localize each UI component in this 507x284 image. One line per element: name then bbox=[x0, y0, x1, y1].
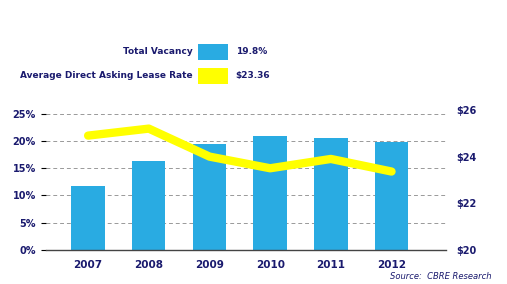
Text: $23.36: $23.36 bbox=[236, 72, 270, 80]
Bar bbox=[71, 186, 105, 250]
Bar bbox=[193, 144, 226, 250]
Bar bbox=[254, 136, 287, 250]
Text: Total Vacancy: Total Vacancy bbox=[123, 47, 193, 56]
Text: Source:  CBRE Research: Source: CBRE Research bbox=[390, 272, 492, 281]
Text: 19.8%: 19.8% bbox=[236, 47, 267, 56]
FancyBboxPatch shape bbox=[198, 44, 228, 60]
FancyBboxPatch shape bbox=[198, 68, 228, 84]
Bar bbox=[314, 138, 347, 250]
Bar bbox=[132, 161, 165, 250]
Text: Total Vacancy -vs- Average Direct Asking Lease Rate (FSG): Total Vacancy -vs- Average Direct Asking… bbox=[10, 13, 450, 26]
Text: Average Direct Asking Lease Rate: Average Direct Asking Lease Rate bbox=[20, 72, 193, 80]
Bar bbox=[375, 142, 408, 250]
